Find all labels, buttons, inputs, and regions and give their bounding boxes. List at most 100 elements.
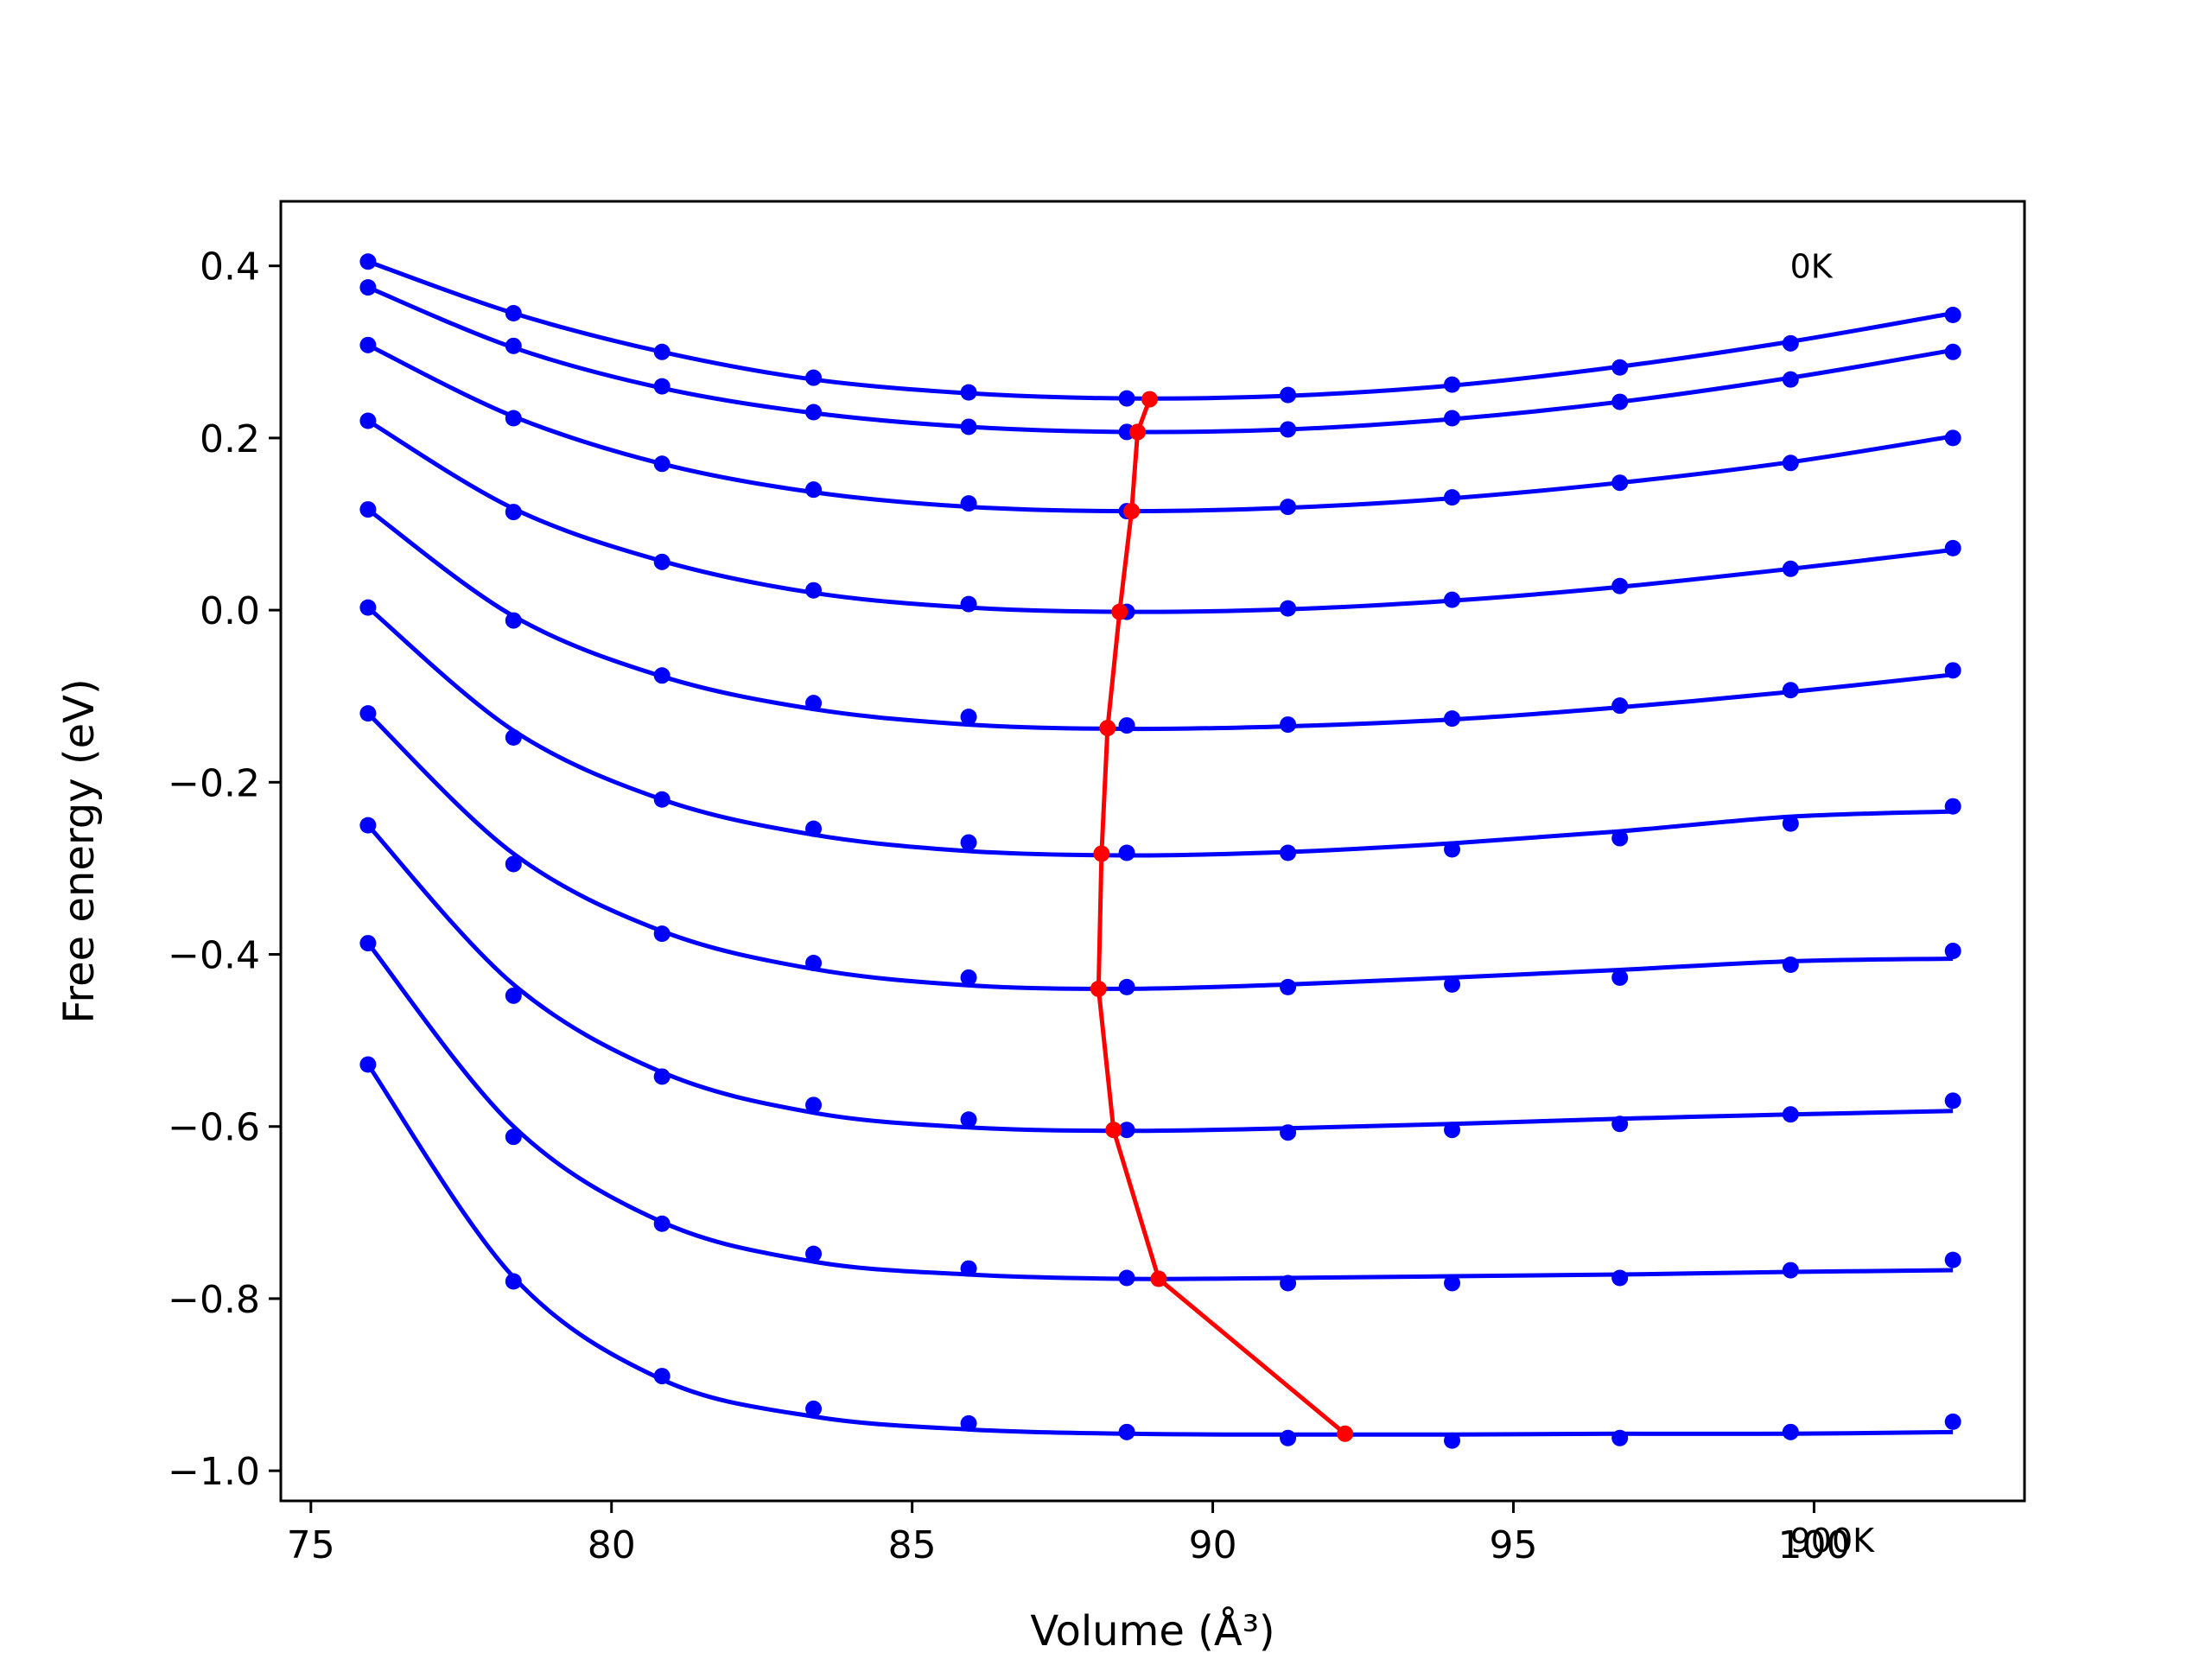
isotherm-data-point	[1444, 376, 1461, 393]
isotherm-data-point	[1118, 390, 1135, 407]
isotherm-data-point	[1782, 371, 1799, 388]
isotherm-data-point	[505, 304, 522, 321]
isotherm-5	[359, 599, 1961, 861]
y-tick-label: −0.2	[168, 761, 260, 805]
isotherm-data-point	[960, 495, 977, 512]
isotherm-data-point	[505, 337, 522, 354]
minimum-path-point	[1093, 845, 1110, 862]
y-tick-label: −0.6	[168, 1106, 260, 1150]
isotherm-data-point	[1118, 1269, 1135, 1287]
isotherm-data-point	[653, 925, 671, 943]
y-tick-label: −0.8	[168, 1278, 260, 1322]
y-tick-label: −0.4	[168, 934, 260, 978]
minimum-path-line	[1096, 398, 1347, 1436]
isotherm-data-point	[1611, 969, 1629, 986]
isotherm-data-point	[1444, 410, 1461, 427]
isotherm-data-point	[805, 404, 823, 421]
isotherm-data-point	[1280, 978, 1297, 995]
isotherm-data-point	[1782, 1106, 1799, 1123]
isotherm-data-point	[1444, 489, 1461, 506]
isotherm-data-point	[505, 410, 522, 427]
y-tick-label: −1.0	[168, 1450, 260, 1494]
isotherm-data-point	[1280, 1124, 1297, 1141]
isotherm-data-point	[1782, 815, 1799, 832]
isotherm-data-point	[1944, 1413, 1961, 1430]
isotherm-data-point	[1944, 1092, 1961, 1109]
isotherm-data-point	[805, 954, 823, 971]
temperature-annotation: 0K	[1790, 248, 1834, 286]
isotherm-data-point	[505, 855, 522, 873]
isotherm-data-point	[359, 336, 377, 353]
isotherm-data-point	[653, 455, 671, 473]
isotherm-data-point	[1118, 717, 1135, 734]
isotherm-data-point	[1118, 978, 1135, 995]
isotherm-data-point	[1118, 844, 1135, 861]
isotherm-data-point	[1280, 844, 1297, 861]
axes-frame	[279, 200, 2026, 1503]
isotherm-data-point	[805, 1245, 823, 1262]
isotherm-data-point	[805, 582, 823, 599]
isotherm-data-point	[653, 553, 671, 570]
isotherm-data-point	[505, 612, 522, 629]
isotherm-data-point	[960, 709, 977, 726]
minimum-path-point	[1150, 1270, 1167, 1287]
minimum-path-point	[1090, 980, 1107, 997]
isotherm-data-point	[1118, 1122, 1135, 1139]
x-axis: 75 80 85 90 95 100	[287, 1501, 1850, 1567]
x-tick-label: 100	[1777, 1523, 1850, 1567]
isotherm-data-point	[1444, 841, 1461, 858]
isotherm-data-point	[805, 695, 823, 712]
x-tick-label: 95	[1490, 1523, 1538, 1567]
isotherm-data-point	[1611, 1116, 1629, 1133]
isotherm-data-point	[505, 729, 522, 747]
isotherm-data-point	[505, 504, 522, 521]
isotherm-data-point	[1611, 577, 1629, 594]
y-axis-label: Free energy (eV)	[55, 678, 104, 1023]
isotherm-data-point	[653, 1068, 671, 1085]
isotherm-data-point	[960, 1260, 977, 1277]
isotherm-data-point	[1782, 1262, 1799, 1279]
temperature-annotation: 900K	[1790, 1522, 1876, 1560]
isotherm-data-point	[359, 935, 377, 952]
isotherm-data-point	[1782, 560, 1799, 577]
isotherm-data-point	[653, 791, 671, 808]
isotherm-data-point	[359, 705, 377, 722]
isotherm-data-point	[1611, 359, 1629, 376]
isotherm-data-point	[1611, 393, 1629, 410]
x-axis-label: Volume (Å³)	[1030, 1606, 1274, 1656]
isotherm-data-point	[1280, 600, 1297, 617]
isotherm-data-point	[653, 343, 671, 360]
isotherm-data-point	[653, 1215, 671, 1232]
isotherm-data-point	[1611, 697, 1629, 715]
isotherm-data-point	[359, 279, 377, 296]
isotherm-data-point	[359, 253, 377, 270]
isotherm-data-point	[1444, 1432, 1461, 1449]
isotherm-data-point	[1444, 591, 1461, 608]
isotherm-data-point	[1280, 1274, 1297, 1292]
minimum-path-point	[1337, 1425, 1354, 1442]
minimum-path-point	[1129, 423, 1147, 441]
isotherm-0	[359, 253, 1961, 407]
isotherm-data-point	[1782, 1423, 1799, 1440]
isotherm-data-point	[1611, 474, 1629, 492]
x-tick-label: 80	[588, 1523, 636, 1567]
isotherm-fit-line	[365, 1063, 1954, 1437]
x-tick-label: 90	[1189, 1523, 1237, 1567]
isotherm-data-point	[960, 418, 977, 435]
isotherm-data-point	[960, 969, 977, 986]
isotherm-data-point	[805, 369, 823, 386]
isotherm-data-point	[505, 1273, 522, 1290]
isotherm-data-point	[960, 1111, 977, 1128]
y-tick-label: 0.4	[200, 245, 260, 289]
isotherm-data-point	[1280, 1429, 1297, 1446]
isotherm-data-point	[1611, 1429, 1629, 1446]
isotherm-data-point	[505, 987, 522, 1004]
isotherm-data-point	[1782, 956, 1799, 973]
x-tick-label: 85	[888, 1523, 937, 1567]
isotherm-data-point	[960, 834, 977, 851]
isotherm-data-point	[653, 667, 671, 684]
isotherm-data-point	[359, 1056, 377, 1073]
isotherm-data-point	[1944, 343, 1961, 360]
